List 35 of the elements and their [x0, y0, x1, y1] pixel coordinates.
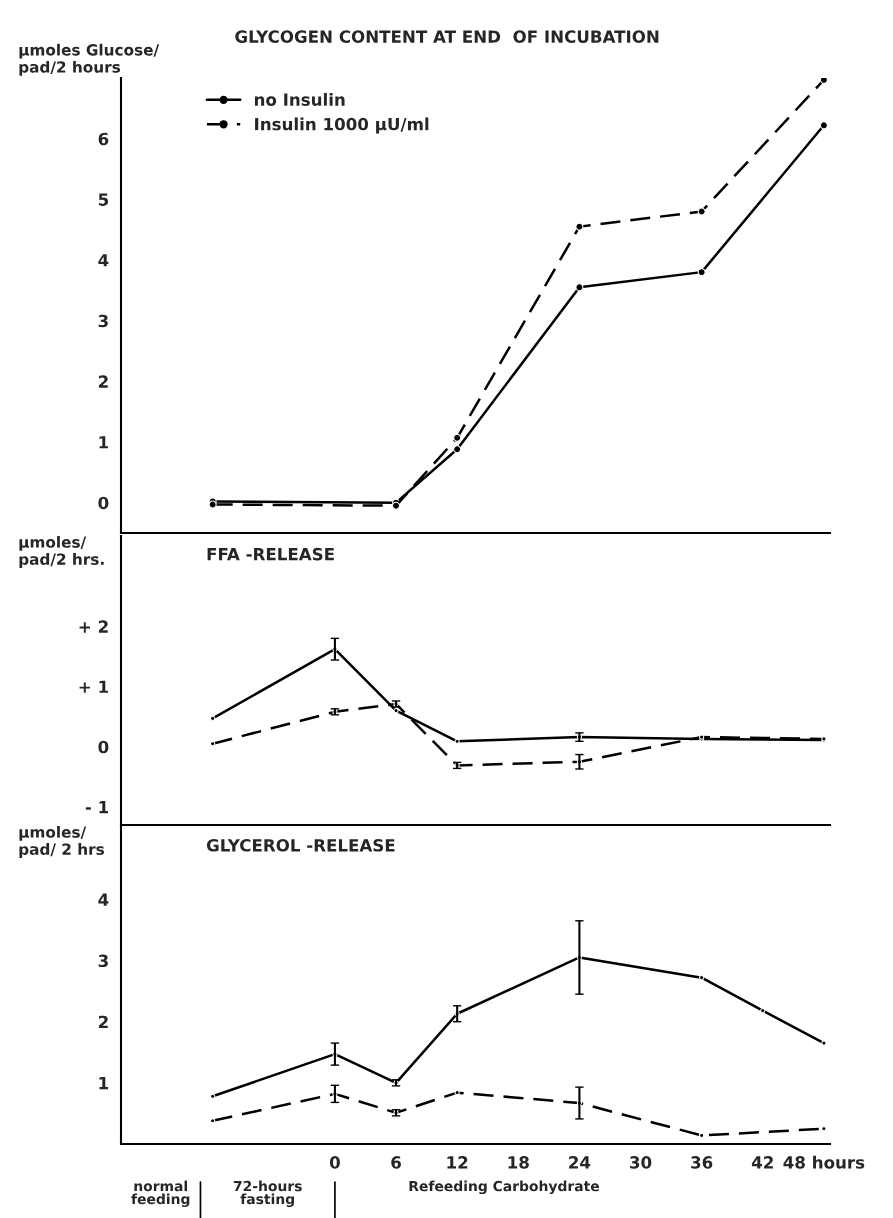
y-tick-label: 4: [98, 893, 109, 906]
y-tick-label: 0: [98, 740, 109, 754]
x-tick-label: 42: [751, 1156, 773, 1169]
y-tick-label: 4: [98, 254, 109, 267]
legend-label: Insulin 1000 µU/ml: [255, 117, 429, 134]
x-tick-label: 48 hours: [783, 1155, 865, 1169]
legend-label: no Insulin: [254, 93, 345, 106]
y-tick-label: 1: [99, 436, 109, 449]
x-tick-label: 18: [508, 1156, 529, 1169]
text: GLYCEROL -RELEASE: [206, 839, 395, 852]
y-tick-label: 1: [99, 1077, 109, 1090]
text: FFA -RELEASE: [207, 547, 334, 561]
x-tick-label: 12: [447, 1156, 468, 1169]
x-tick-label: 30: [630, 1156, 652, 1169]
y-tick-label: 5: [98, 193, 109, 206]
x-tick-label: 24: [569, 1156, 591, 1169]
y-tick-label: + 2: [79, 620, 108, 633]
y-axis-title: µmoles/ pad/2 hrs.: [19, 536, 104, 568]
x-tick-label: 36: [691, 1156, 713, 1169]
text: 72-hours fasting: [233, 1180, 302, 1208]
chart-title: GLYCOGEN CONTENT AT END OF INCUBATION: [235, 30, 659, 43]
y-tick-label: 6: [98, 132, 109, 146]
y-axis-title: µmoles Glucose/ pad/2 hours: [19, 43, 160, 76]
y-tick-label: 3: [98, 314, 108, 328]
y-tick-label: 2: [98, 1015, 108, 1029]
y-axis-title: µmoles/ pad/ 2 hrs: [19, 826, 105, 858]
y-tick-label: - 1: [85, 801, 109, 814]
text: Refeeding Carbohydrate: [409, 1180, 600, 1195]
y-tick-label: 3: [98, 954, 108, 968]
y-tick-label: 0: [98, 496, 109, 510]
y-tick-label: + 1: [79, 680, 109, 693]
y-tick-label: 2: [98, 375, 108, 388]
x-tick-label: 0: [329, 1156, 340, 1169]
x-tick-label: 6: [391, 1156, 401, 1169]
text: normal feeding: [131, 1180, 190, 1208]
